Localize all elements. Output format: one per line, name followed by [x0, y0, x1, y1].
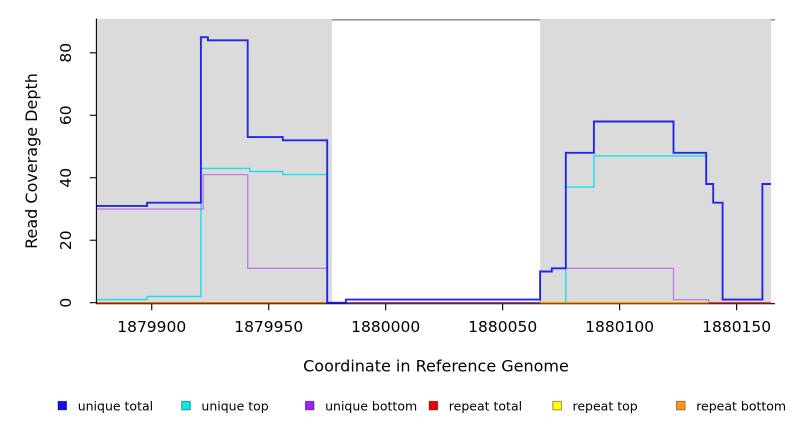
y-tick-label: 40 [57, 168, 75, 188]
series-line-unique-total [97, 36, 771, 304]
legend-label-repeat-total: repeat total [449, 399, 522, 414]
legend-swatch-unique-top [181, 400, 191, 411]
series-layer [97, 36, 771, 304]
legend-label-repeat-top: repeat top [573, 399, 638, 414]
series-line-unique-top [97, 155, 707, 304]
y-tick-label: 60 [57, 105, 75, 125]
x-tick-label: 1879950 [234, 318, 303, 336]
legend-label-repeat-bottom: repeat bottom [696, 399, 786, 414]
legend-swatch-repeat-top [552, 400, 562, 411]
x-tick-label: 1880050 [468, 318, 537, 336]
x-axis-title: Coordinate in Reference Genome [303, 357, 569, 376]
legend-swatch-repeat-total [428, 400, 439, 411]
y-tick-label: 80 [57, 43, 75, 63]
x-tick-label: 1879900 [117, 318, 186, 336]
x-tick-label: 1880000 [351, 318, 420, 336]
legend-swatch-unique-total [57, 400, 68, 411]
axes-layer: 1879900 1879950 1880000 1880050 1880100 18801… [57, 18, 775, 336]
x-tick-label: 1880150 [702, 318, 771, 336]
plot-background-bands [97, 19, 772, 304]
legend-label-unique-bottom: unique bottom [325, 399, 417, 414]
x-tick-label: 1880100 [585, 318, 654, 336]
y-axis-title: Read Coverage Depth [22, 73, 41, 249]
y-tick-label: 20 [57, 230, 75, 250]
legend-swatch-repeat-bottom [676, 400, 686, 411]
y-tick-label: 0 [57, 298, 75, 308]
background-band-0 [97, 19, 332, 304]
background-band-1 [540, 19, 772, 304]
legend: unique total unique top unique bottom repea… [57, 399, 786, 414]
legend-label-unique-top: unique top [201, 399, 268, 414]
legend-swatch-unique-bottom [304, 400, 315, 411]
legend-label-unique-total: unique total [78, 399, 153, 414]
